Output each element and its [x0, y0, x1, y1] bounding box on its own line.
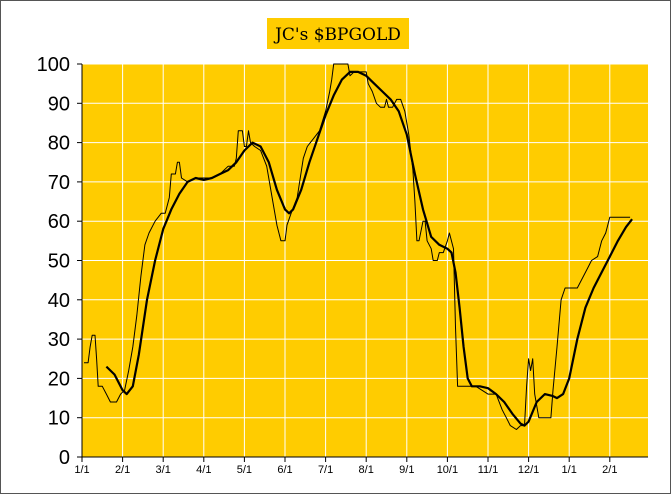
- gridlines: [82, 63, 648, 457]
- x-tick-label: 9/1: [399, 464, 414, 476]
- x-tick-label: 2/1: [602, 464, 617, 476]
- y-tick-label: 30: [48, 329, 70, 351]
- x-tick-label: 6/1: [277, 464, 292, 476]
- x-tick-label: 1/1: [562, 464, 577, 476]
- y-tick-label: 90: [48, 93, 70, 115]
- series-layer: [84, 63, 633, 430]
- y-tick-label: 40: [48, 290, 70, 312]
- series-line-raw: [84, 63, 631, 430]
- x-tick-label: 2/1: [115, 464, 130, 476]
- y-tick-label: 80: [48, 133, 70, 155]
- x-tick-label: 8/1: [359, 464, 374, 476]
- y-tick-label: 20: [48, 368, 70, 390]
- y-tick-label: 0: [59, 447, 70, 469]
- y-tick-label: 100: [37, 54, 70, 76]
- series-line-smoothed: [105, 70, 633, 427]
- y-tick-label: 70: [48, 172, 70, 194]
- axes: [77, 63, 648, 462]
- x-tick-label: 12/1: [518, 464, 539, 476]
- y-tick-label: 10: [48, 408, 70, 430]
- x-tick-label: 11/1: [478, 464, 499, 476]
- x-tick-label: 4/1: [196, 464, 211, 476]
- x-axis-ticks: 1/1 2/1 3/1 4/1 5/1 6/1 7/1 8/1 9/1 10/1 11/1 12/1 1…: [74, 464, 617, 476]
- y-axis-ticks: 0 10 20 30 40 50 60 70 80 90 100: [37, 54, 70, 469]
- chart-title-background: [267, 18, 409, 49]
- x-tick-label: 10/1: [437, 464, 458, 476]
- chart-title-group: JC's $BPGOLD: [267, 18, 409, 49]
- x-tick-label: 1/1: [74, 464, 89, 476]
- x-tick-label: 7/1: [318, 464, 333, 476]
- x-tick-label: 5/1: [237, 464, 252, 476]
- x-tick-label: 3/1: [156, 464, 171, 476]
- y-tick-label: 60: [48, 211, 70, 233]
- chart-title: JC's $BPGOLD: [273, 25, 401, 45]
- y-tick-label: 50: [48, 251, 70, 273]
